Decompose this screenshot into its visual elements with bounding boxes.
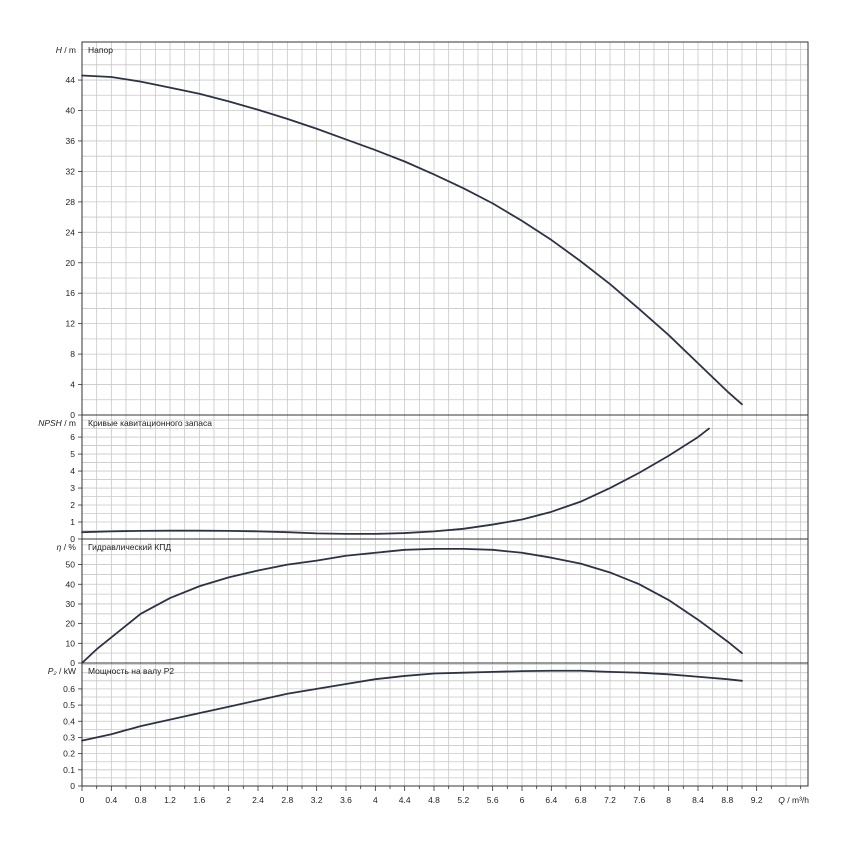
y-tick-label-npsh: 4 <box>70 466 75 476</box>
x-tick-label: 2 <box>226 795 231 805</box>
x-tick-label: 2.4 <box>252 795 264 805</box>
x-tick-label: 8.8 <box>721 795 733 805</box>
x-tick-label: 5.6 <box>487 795 499 805</box>
x-axis: 0 0.4 0.8 1.2 1.6 2 2.4 2.8 3.2 3.6 4 4.4 4.8 5.2 5.6 6… <box>80 786 810 805</box>
y-tick-label-power: 0 <box>70 781 75 791</box>
x-tick-label: 2.8 <box>281 795 293 805</box>
y-axis-label-head: H / m <box>56 45 76 55</box>
x-tick-label: 3.6 <box>340 795 352 805</box>
x-tick-label: 8.4 <box>692 795 704 805</box>
x-tick-label: 4.4 <box>399 795 411 805</box>
y-tick-label-npsh: 3 <box>70 483 75 493</box>
y-tick-label-head: 12 <box>66 319 76 329</box>
x-tick-label: 6.4 <box>545 795 557 805</box>
y-tick-label-efficiency: 10 <box>66 638 76 648</box>
y-tick-label-efficiency: 50 <box>66 560 76 570</box>
x-axis-unit: / m³/h <box>785 795 809 805</box>
y-tick-label-power: 0.4 <box>63 716 75 726</box>
panel-title-npsh: Кривые кавитационного запаса <box>88 418 212 428</box>
x-tick-label: 4.8 <box>428 795 440 805</box>
y-axis-unit-head: / m <box>62 45 76 55</box>
x-tick-label: 6 <box>520 795 525 805</box>
y-axis-unit-efficiency: / % <box>61 542 76 552</box>
y-tick-label-head: 40 <box>66 106 76 116</box>
y-tick-label-npsh: 5 <box>70 449 75 459</box>
x-tick-label: 0 <box>80 795 85 805</box>
x-axis-label: Q / m³/h <box>778 795 809 805</box>
x-tick-label: 8 <box>666 795 671 805</box>
x-tick-label: 1.6 <box>193 795 205 805</box>
y-tick-label-npsh: 1 <box>70 517 75 527</box>
y-tick-label-power: 0.3 <box>63 732 75 742</box>
y-axis-label-power: P₂ / kW <box>48 666 76 676</box>
y-tick-label-npsh: 2 <box>70 500 75 510</box>
x-tick-label: 6.8 <box>575 795 587 805</box>
y-tick-label-head: 44 <box>66 75 76 85</box>
plot-background <box>82 42 808 786</box>
y-axis-label-npsh: NPSH / m <box>38 418 76 428</box>
y-axis-unit-npsh: / m <box>62 418 76 428</box>
y-tick-label-head: 24 <box>66 227 76 237</box>
y-axis-var-npsh: NPSH <box>38 418 62 428</box>
x-tick-label: 7.2 <box>604 795 616 805</box>
y-tick-label-head: 16 <box>66 288 76 298</box>
x-tick-label: 0.4 <box>105 795 117 805</box>
y-tick-label-power: 0.5 <box>63 700 75 710</box>
y-tick-label-npsh: 6 <box>70 432 75 442</box>
y-tick-label-head: 8 <box>70 349 75 359</box>
y-tick-label-power: 0.1 <box>63 765 75 775</box>
x-tick-label: 7.6 <box>633 795 645 805</box>
x-tick-label: 3.2 <box>311 795 323 805</box>
x-tick-label: 4 <box>373 795 378 805</box>
y-axis-unit-power: / kW <box>57 666 76 676</box>
y-tick-label-efficiency: 40 <box>66 579 76 589</box>
y-tick-label-power: 0.6 <box>63 684 75 694</box>
y-tick-label-head: 28 <box>66 197 76 207</box>
y-axis-label-efficiency: η / % <box>57 542 77 552</box>
x-tick-label: 9.2 <box>751 795 763 805</box>
y-tick-label-head: 32 <box>66 166 76 176</box>
y-tick-label-efficiency: 30 <box>66 599 76 609</box>
y-tick-label-head: 36 <box>66 136 76 146</box>
panel-title-head: Напор <box>88 45 113 55</box>
panel-title-efficiency: Гидравлический КПД <box>88 542 171 552</box>
x-tick-label: 5.2 <box>457 795 469 805</box>
y-tick-label-head: 4 <box>70 380 75 390</box>
y-tick-label-efficiency: 20 <box>66 619 76 629</box>
x-tick-label: 0.8 <box>135 795 147 805</box>
y-tick-label-power: 0.2 <box>63 749 75 759</box>
x-tick-label: 1.2 <box>164 795 176 805</box>
y-tick-label-head: 20 <box>66 258 76 268</box>
panel-title-power: Мощность на валу P2 <box>88 666 174 676</box>
